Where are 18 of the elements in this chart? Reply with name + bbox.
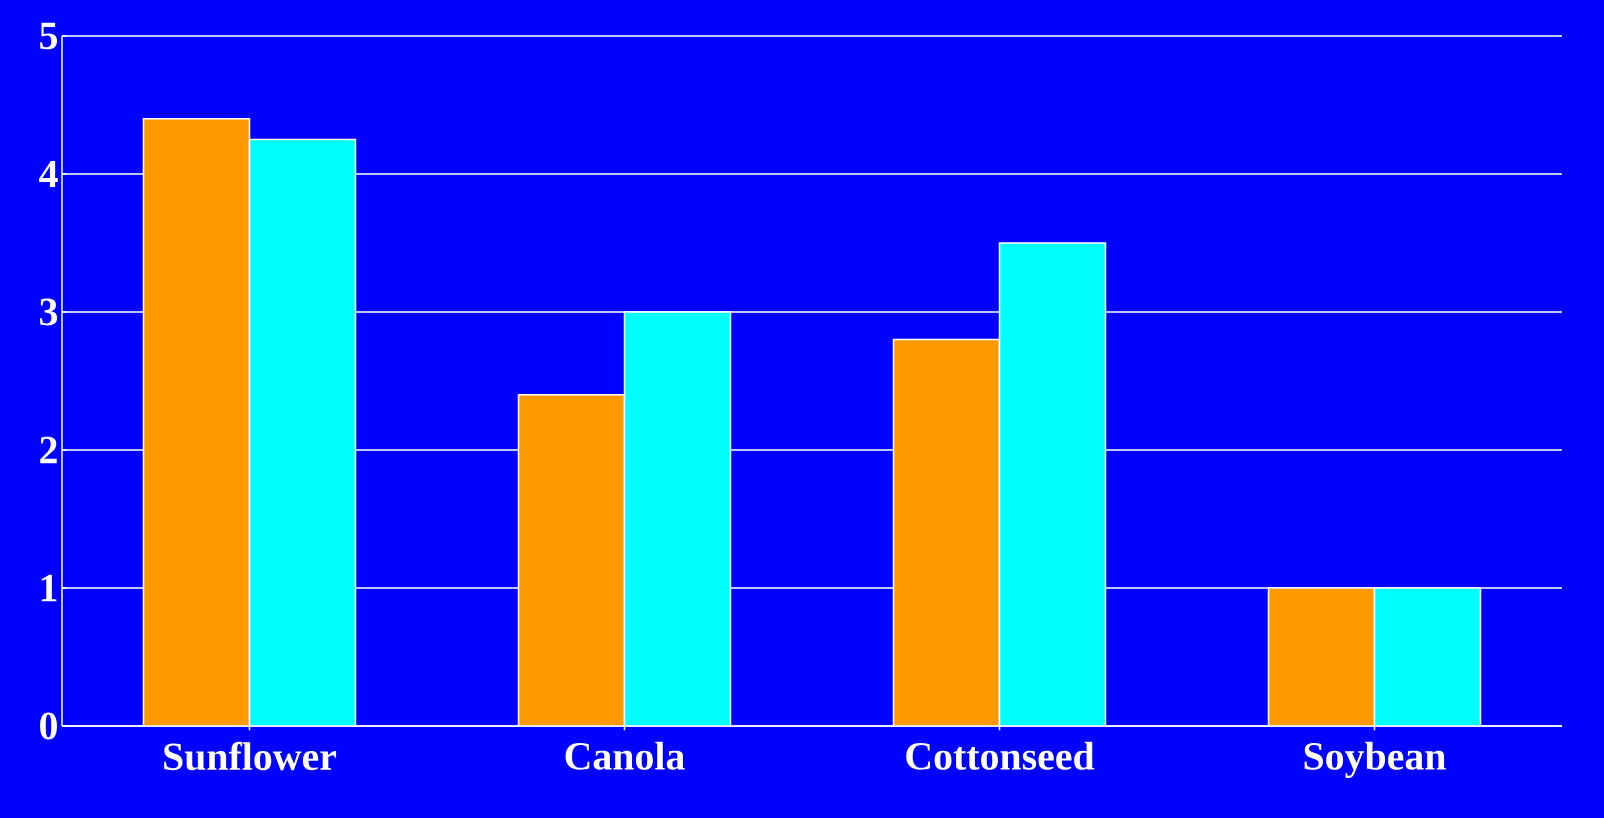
y-tick-label: 4 <box>39 160 58 188</box>
x-tick-label: Soybean <box>1304 741 1446 779</box>
bar <box>1267 587 1376 726</box>
y-tick-label: 0 <box>40 712 57 740</box>
x-tick-label: Cottonseed <box>906 741 1095 770</box>
bar <box>892 338 1001 726</box>
y-tick-label: 3 <box>40 298 58 326</box>
bar <box>1373 587 1482 726</box>
x-tick-label: Canola <box>565 741 685 770</box>
bar <box>142 118 251 726</box>
bar <box>517 394 626 726</box>
y-tick-label: 1 <box>41 574 57 602</box>
bar <box>248 138 357 726</box>
bar <box>623 311 732 726</box>
y-tick-label: 5 <box>40 22 58 50</box>
bar <box>998 242 1107 726</box>
y-tick-label: 2 <box>40 436 57 464</box>
x-tick-label: Sunflower <box>164 741 337 771</box>
